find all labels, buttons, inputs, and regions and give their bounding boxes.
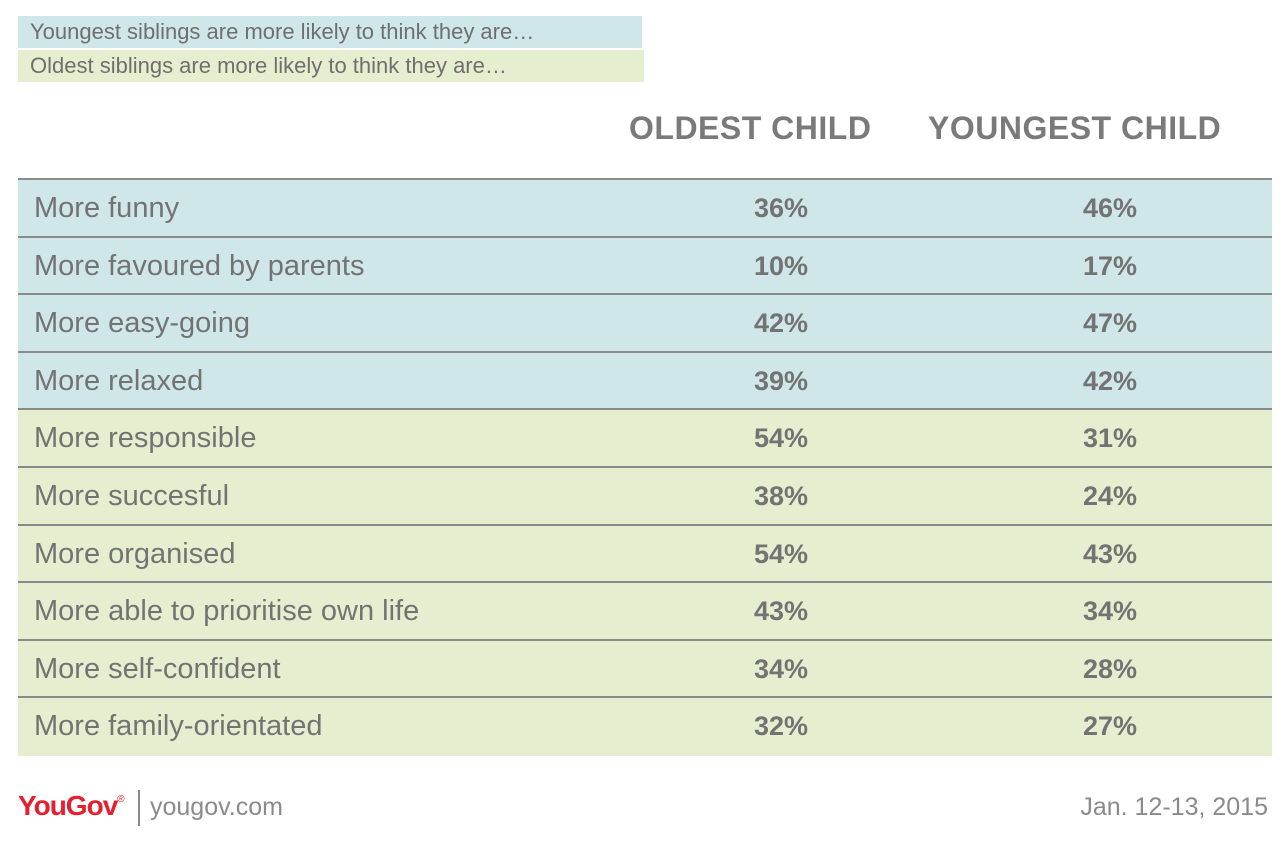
- row-label: More funny: [34, 192, 180, 224]
- column-header-oldest: OLDEST CHILD: [629, 110, 872, 146]
- youngest-value: 42%: [1082, 365, 1138, 396]
- footer-divider: [138, 790, 140, 826]
- youngest-value: 47%: [1082, 308, 1138, 339]
- row-label: More able to prioritise own life: [34, 595, 420, 628]
- table-row: More succesful 38% 24%: [18, 467, 1272, 526]
- legend: Youngest siblings are more likely to thi…: [18, 16, 644, 82]
- registered-mark: ®: [117, 794, 125, 805]
- yougov-logo: YouGov®: [18, 790, 125, 822]
- table-row: More organised 54% 43%: [18, 525, 1272, 584]
- youngest-value: 43%: [1082, 538, 1138, 569]
- table-row: More able to prioritise own life 43% 34%: [18, 583, 1272, 641]
- table-row: More responsible 54% 31%: [18, 410, 1272, 468]
- table-row: More easy-going 42% 47%: [18, 295, 1272, 353]
- row-label: More organised: [34, 537, 236, 570]
- youngest-value: 34%: [1082, 596, 1138, 627]
- table-row: More favoured by parents 10% 17%: [18, 237, 1272, 296]
- youngest-value: 27%: [1082, 711, 1138, 742]
- row-label: More self-confident: [34, 652, 281, 685]
- row-label: More succesful: [34, 479, 230, 512]
- oldest-value: 43%: [753, 596, 809, 627]
- oldest-value: 42%: [753, 308, 809, 339]
- oldest-value: 54%: [753, 538, 809, 569]
- youngest-value: 31%: [1082, 423, 1138, 454]
- column-header-youngest: YOUNGEST CHILD: [928, 110, 1222, 146]
- row-label: More relaxed: [34, 364, 204, 397]
- data-table: More funny 36% 46% More favoured by parents…: [18, 178, 1272, 756]
- oldest-value: 32%: [753, 711, 809, 742]
- youngest-value: 24%: [1082, 480, 1138, 511]
- youngest-value: 46%: [1082, 193, 1138, 223]
- oldest-value: 39%: [753, 365, 809, 396]
- oldest-value: 34%: [753, 653, 809, 684]
- footer-site: yougov.com: [150, 793, 283, 821]
- youngest-value: 28%: [1082, 653, 1138, 684]
- oldest-value: 36%: [753, 193, 809, 223]
- row-label: More favoured by parents: [34, 249, 365, 282]
- legend-oldest: Oldest siblings are more likely to think…: [18, 50, 644, 82]
- oldest-value: 38%: [753, 480, 809, 511]
- legend-youngest: Youngest siblings are more likely to thi…: [18, 16, 642, 48]
- row-label: More family-orientated: [34, 710, 323, 743]
- oldest-value: 10%: [753, 250, 809, 281]
- table-row: More self-confident 34% 28%: [18, 640, 1272, 699]
- row-label: More easy-going: [34, 307, 250, 340]
- table-row: More funny 36% 46%: [18, 180, 1272, 238]
- row-label: More responsible: [34, 422, 257, 455]
- table-row: More family-orientated 32% 27%: [18, 698, 1272, 756]
- oldest-value: 54%: [753, 423, 809, 454]
- logo-text: YouGov: [18, 790, 118, 821]
- youngest-value: 17%: [1082, 250, 1138, 281]
- footer-date: Jan. 12-13, 2015: [1080, 793, 1268, 821]
- table-row: More relaxed 39% 42%: [18, 352, 1272, 411]
